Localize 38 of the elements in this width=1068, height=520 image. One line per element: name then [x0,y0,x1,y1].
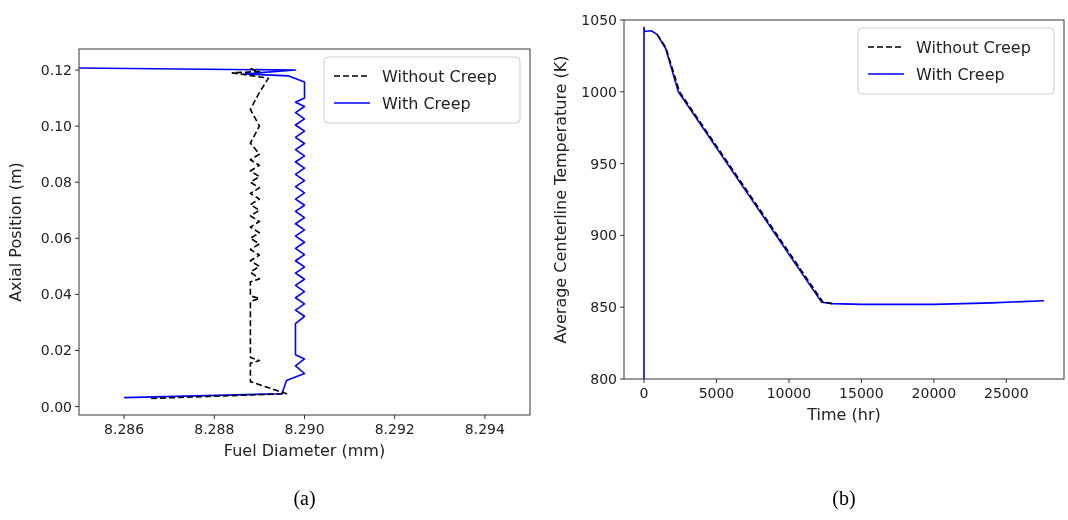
y-tick-label: 0.12 [40,62,72,79]
x-tick-label: 20000 [911,385,957,401]
x-tick-label: 15000 [839,385,884,401]
x-tick-label: 25000 [984,385,1029,401]
y-tick-label: 0.02 [40,342,72,359]
y-tick-label: 0.10 [40,118,72,135]
x-tick-label: 8.292 [374,421,415,437]
y-tick-label: 0.00 [40,398,72,415]
legend-label: Without Creep [382,67,497,86]
x-tick-label: 5000 [698,385,735,401]
text: (b) [832,487,856,510]
y-tick-label: 1000 [581,83,617,100]
x-tick-label: 8.290 [284,421,325,437]
x-tick-label: 8.286 [104,421,145,437]
legend-label: With Creep [382,94,471,113]
y-axis-title: Average Centerline Temperature (K) [551,55,570,344]
x-axis-title: Fuel Diameter (mm) [223,441,386,460]
text: (a) [293,487,316,510]
x-axis-title: Time (hr) [806,405,881,424]
x-tick-label: 0 [639,385,649,401]
x-tick-label: 10000 [766,385,812,401]
x-tick-label: 8.288 [194,421,235,437]
y-axis-title: Axial Position (m) [6,162,25,302]
line-series [656,33,834,305]
y-tick-label: 850 [590,299,617,316]
x-tick-label: 8.294 [464,421,506,437]
y-tick-label: 800 [590,371,617,387]
legend-label: With Creep [916,65,1005,84]
legend-label: Without Creep [916,38,1031,57]
y-tick-label: 0.06 [40,230,73,247]
y-tick-label: 1050 [581,12,617,28]
y-tick-label: 0.04 [40,286,73,303]
y-tick-label: 0.08 [40,174,72,191]
y-tick-label: 900 [590,227,617,244]
line-series [643,26,1045,379]
line-series [150,67,288,400]
line-series [79,67,306,399]
y-tick-label: 950 [590,155,617,172]
